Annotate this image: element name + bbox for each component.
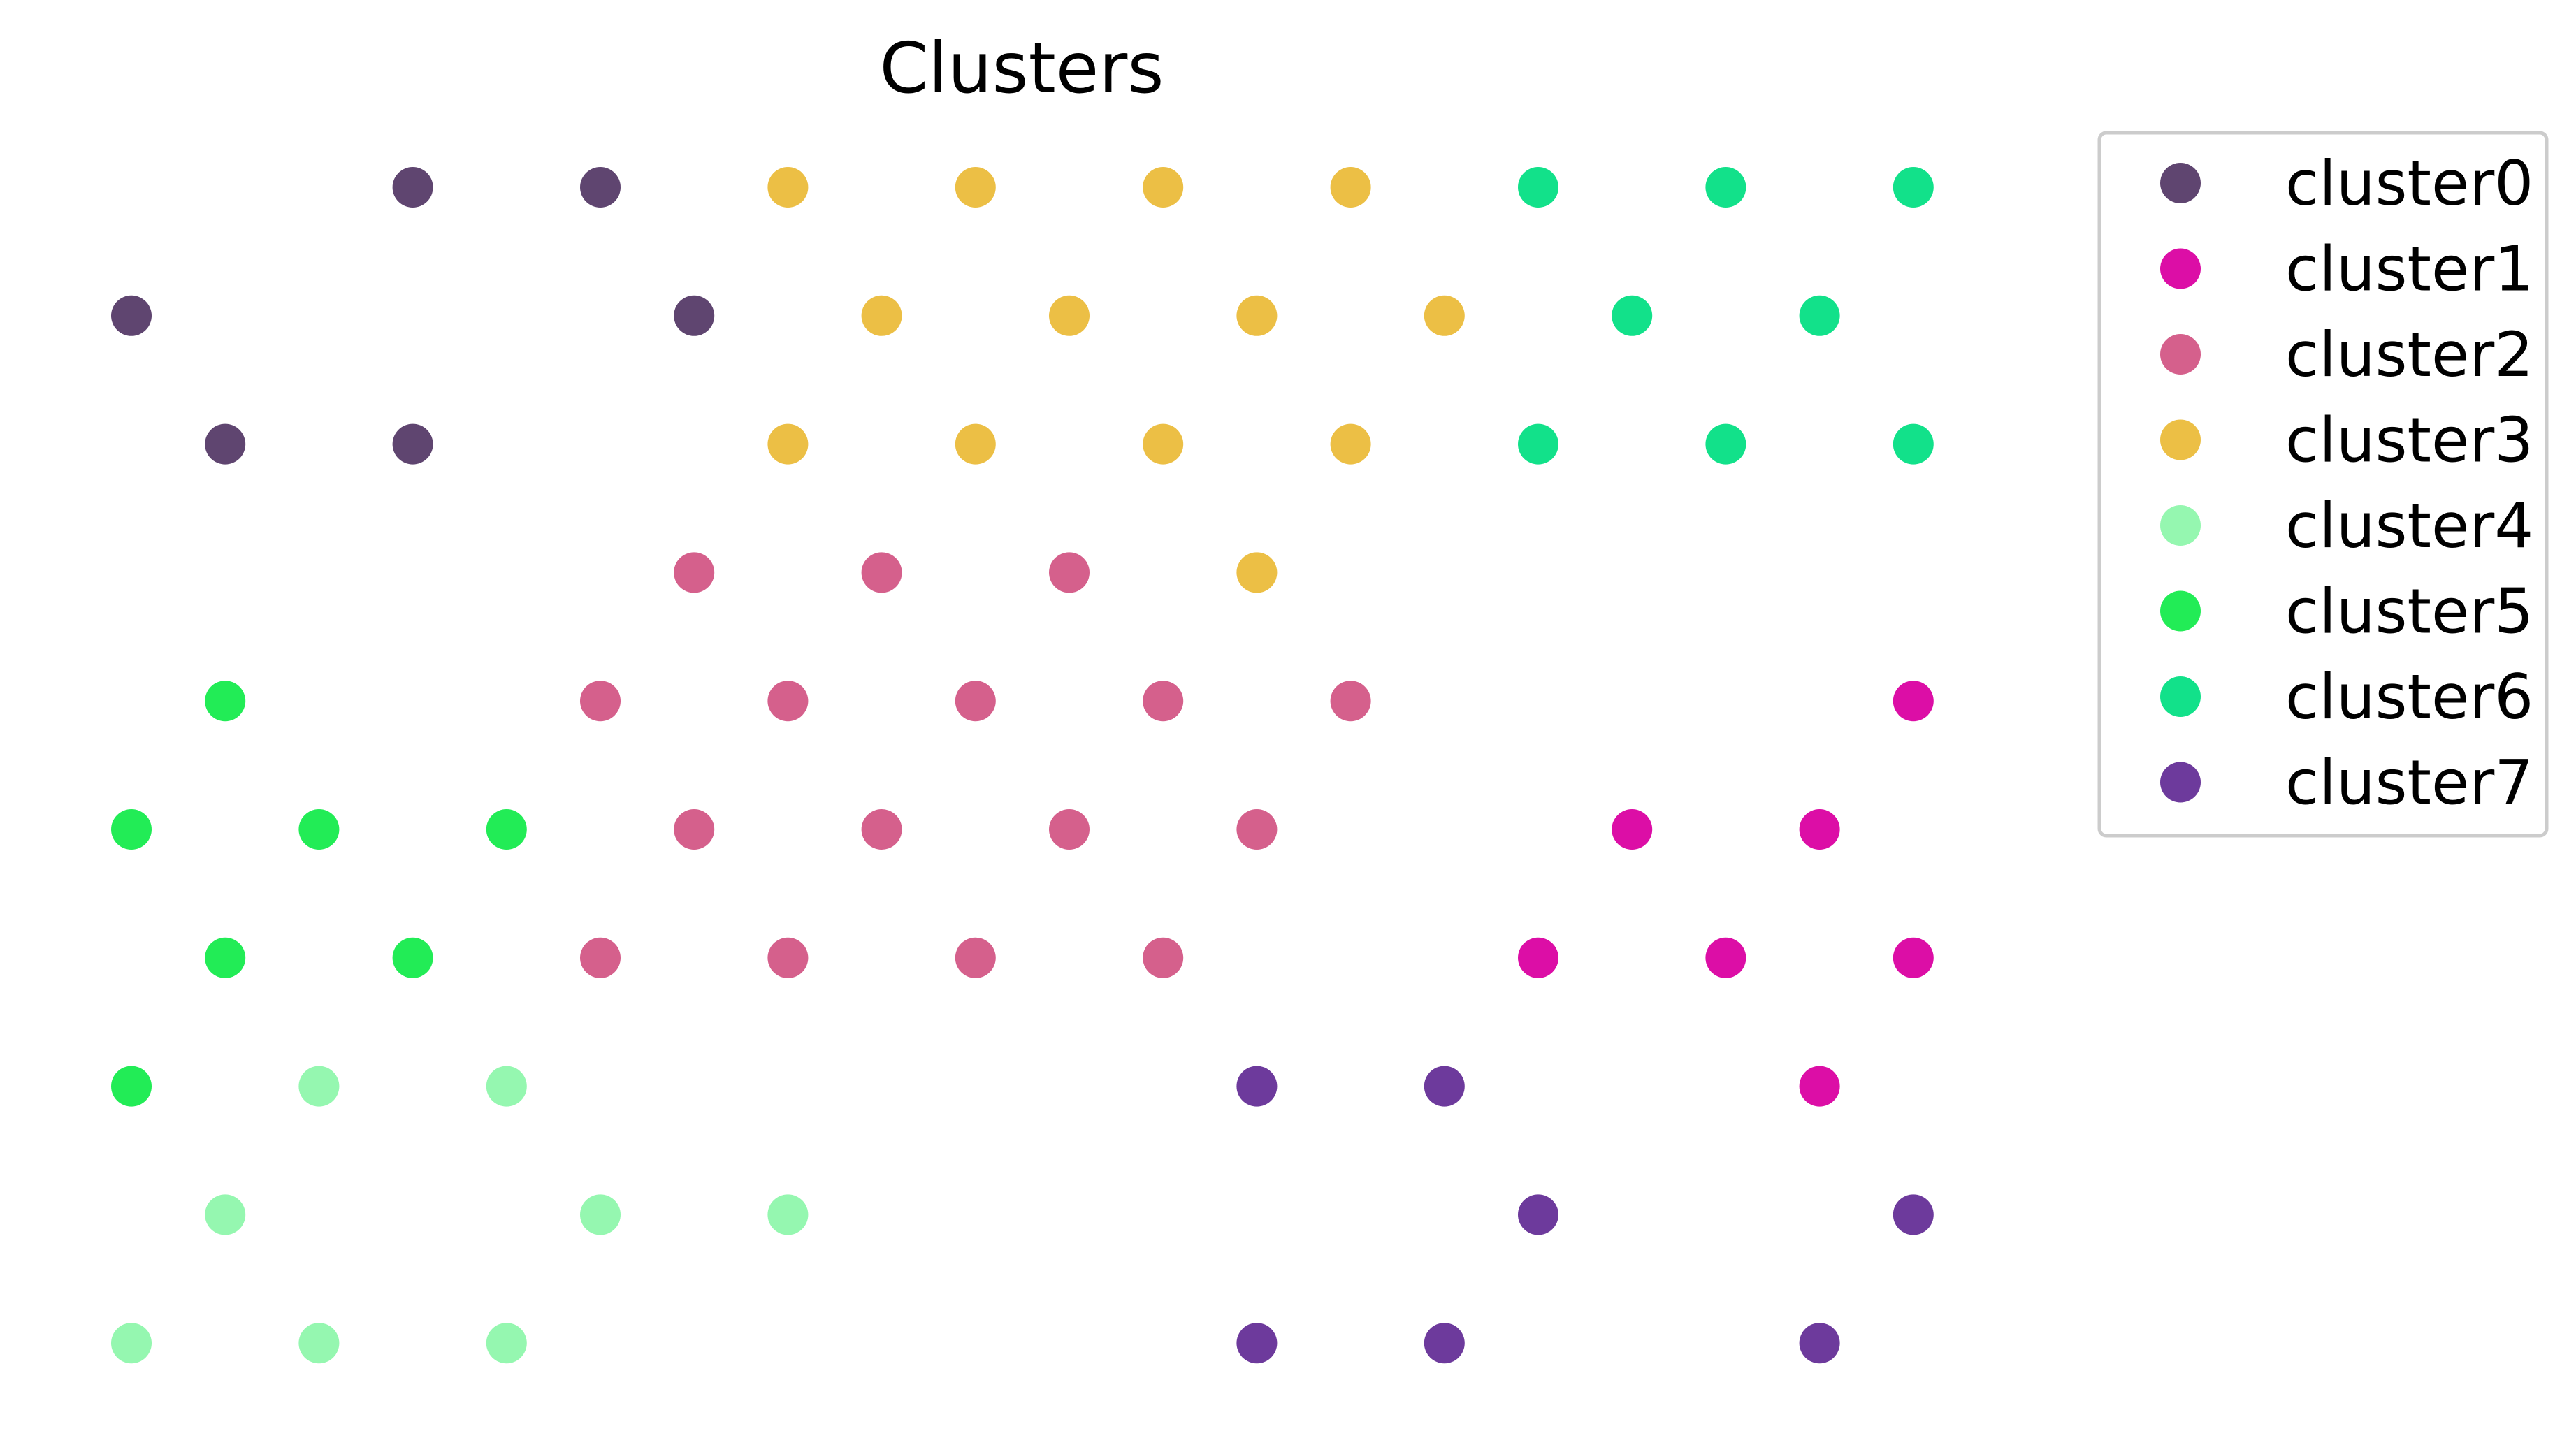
legend-marker-cluster3 — [2160, 419, 2201, 460]
scatter-point-cluster3-3 — [1330, 167, 1371, 208]
scatter-point-cluster3-11 — [1330, 423, 1371, 465]
scatter-point-cluster7-1 — [1424, 1066, 1465, 1107]
scatter-point-cluster6-4 — [1799, 295, 1840, 336]
scatter-point-cluster2-1 — [861, 552, 902, 593]
scatter-point-cluster4-1 — [486, 1066, 527, 1107]
legend-frame — [2097, 131, 2549, 838]
scatter-point-cluster7-0 — [1236, 1066, 1278, 1107]
scatter-point-cluster2-9 — [861, 809, 902, 850]
scatter-point-cluster3-2 — [1143, 167, 1184, 208]
legend-label-cluster4: cluster4 — [2285, 490, 2533, 562]
legend-label-cluster7: cluster7 — [2285, 747, 2533, 819]
scatter-point-cluster5-3 — [486, 809, 527, 850]
points-layer — [111, 167, 1934, 1364]
legend: cluster0 cluster1 cluster2 cluster3 cluster4… — [2097, 131, 2549, 838]
scatter-point-cluster6-3 — [1612, 295, 1653, 336]
scatter-point-cluster1-6 — [1799, 1066, 1840, 1107]
scatter-point-cluster7-6 — [1799, 1323, 1840, 1364]
scatter-point-cluster6-5 — [1518, 423, 1558, 465]
scatter-point-cluster5-6 — [111, 1066, 152, 1107]
scatter-point-cluster5-1 — [111, 809, 152, 850]
scatter-point-cluster2-15 — [1143, 937, 1184, 978]
scatter-point-cluster0-4 — [205, 423, 246, 465]
legend-marker-cluster4 — [2160, 505, 2201, 546]
scatter-point-cluster3-6 — [1236, 295, 1278, 336]
scatter-point-cluster2-11 — [1236, 809, 1278, 850]
legend-items: cluster0 cluster1 cluster2 cluster3 cluster4… — [2160, 147, 2533, 819]
scatter-point-cluster6-0 — [1518, 167, 1558, 208]
scatter-point-cluster3-5 — [1049, 295, 1090, 336]
scatter-point-cluster2-3 — [580, 681, 621, 722]
scatter-point-cluster3-8 — [767, 423, 809, 465]
scatter-point-cluster1-0 — [1893, 681, 1934, 722]
legend-marker-cluster5 — [2160, 590, 2201, 632]
legend-label-cluster2: cluster2 — [2285, 319, 2533, 391]
scatter-point-cluster6-1 — [1705, 167, 1746, 208]
scatter-point-cluster4-7 — [486, 1323, 527, 1364]
scatter-point-cluster2-2 — [1049, 552, 1090, 593]
scatter-point-cluster6-7 — [1893, 423, 1934, 465]
scatter-point-cluster0-2 — [111, 295, 152, 336]
scatter-point-cluster7-4 — [1236, 1323, 1278, 1364]
scatter-point-cluster3-10 — [1143, 423, 1184, 465]
scatter-point-cluster3-0 — [767, 167, 809, 208]
scatter-point-cluster0-1 — [580, 167, 621, 208]
scatter-point-cluster1-3 — [1518, 937, 1558, 978]
scatter-point-cluster4-4 — [767, 1194, 809, 1235]
scatter-point-cluster5-2 — [298, 809, 340, 850]
legend-label-cluster3: cluster3 — [2285, 405, 2533, 477]
scatter-point-cluster2-5 — [955, 681, 996, 722]
legend-marker-cluster2 — [2160, 334, 2201, 375]
legend-marker-cluster7 — [2160, 762, 2201, 803]
legend-marker-cluster1 — [2160, 248, 2201, 289]
scatter-point-cluster0-5 — [392, 423, 433, 465]
scatter-point-cluster7-2 — [1518, 1194, 1558, 1235]
scatter-point-cluster0-3 — [674, 295, 715, 336]
scatter-point-cluster2-13 — [767, 937, 809, 978]
scatter-point-cluster3-1 — [955, 167, 996, 208]
scatter-point-cluster2-0 — [674, 552, 715, 593]
scatter-point-cluster4-6 — [298, 1323, 340, 1364]
scatter-point-cluster7-3 — [1893, 1194, 1934, 1235]
scatter-point-cluster1-4 — [1705, 937, 1746, 978]
legend-label-cluster0: cluster0 — [2285, 147, 2533, 219]
legend-label-cluster5: cluster5 — [2285, 576, 2533, 648]
scatter-point-cluster5-5 — [392, 937, 433, 978]
scatter-point-cluster4-5 — [111, 1323, 152, 1364]
legend-label-cluster1: cluster1 — [2285, 233, 2533, 305]
scatter-point-cluster0-0 — [392, 167, 433, 208]
legend-marker-cluster6 — [2160, 676, 2201, 717]
scatter-point-cluster1-5 — [1893, 937, 1934, 978]
scatter-point-cluster4-2 — [205, 1194, 246, 1235]
chart-title: Clusters — [879, 27, 1164, 109]
scatter-point-cluster6-6 — [1705, 423, 1746, 465]
scatter-point-cluster2-8 — [674, 809, 715, 850]
scatter-point-cluster2-6 — [1143, 681, 1184, 722]
scatter-point-cluster4-0 — [298, 1066, 340, 1107]
scatter-point-cluster2-10 — [1049, 809, 1090, 850]
scatter-point-cluster5-4 — [205, 937, 246, 978]
scatter-point-cluster2-4 — [767, 681, 809, 722]
scatter-point-cluster2-12 — [580, 937, 621, 978]
scatter-point-cluster1-1 — [1612, 809, 1653, 850]
scatter-point-cluster4-3 — [580, 1194, 621, 1235]
scatter-point-cluster1-2 — [1799, 809, 1840, 850]
scatter-point-cluster3-4 — [861, 295, 902, 336]
scatter-point-cluster7-5 — [1424, 1323, 1465, 1364]
scatter-point-cluster6-2 — [1893, 167, 1934, 208]
scatter-point-cluster3-7 — [1424, 295, 1465, 336]
scatter-point-cluster5-0 — [205, 681, 246, 722]
legend-marker-cluster0 — [2160, 163, 2201, 203]
scatter-point-cluster3-12 — [1236, 552, 1278, 593]
legend-label-cluster6: cluster6 — [2285, 661, 2533, 733]
scatter-point-cluster2-7 — [1330, 681, 1371, 722]
scatter-point-cluster2-14 — [955, 937, 996, 978]
scatter-point-cluster3-9 — [955, 423, 996, 465]
